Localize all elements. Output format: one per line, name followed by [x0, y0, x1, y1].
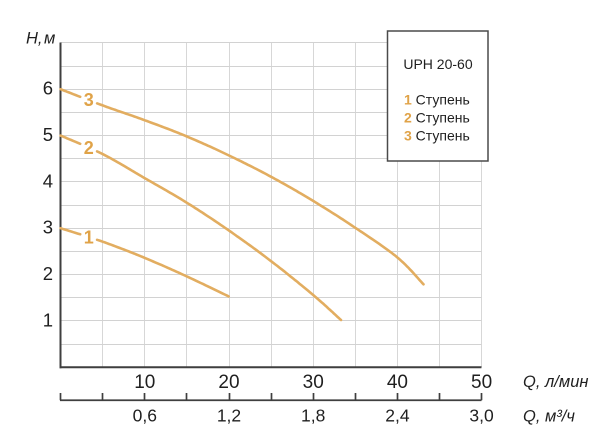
svg-text:1,2: 1,2 [217, 405, 241, 425]
svg-text:6: 6 [43, 78, 53, 99]
svg-text:20: 20 [218, 372, 239, 393]
svg-text:Q, м³/ч: Q, м³/ч [523, 407, 575, 425]
svg-text:3: 3 [43, 217, 53, 238]
svg-text:1 Ступень: 1 Ступень [404, 92, 470, 108]
svg-text:50: 50 [471, 372, 492, 393]
svg-text:3: 3 [84, 90, 94, 110]
svg-text:0,6: 0,6 [133, 405, 157, 425]
svg-text:3,0: 3,0 [469, 405, 494, 425]
svg-text:10: 10 [134, 372, 155, 393]
svg-text:Q, л/мин: Q, л/мин [523, 373, 588, 391]
svg-text:4: 4 [43, 170, 53, 191]
svg-text:1: 1 [43, 309, 53, 330]
svg-text:1,8: 1,8 [301, 405, 325, 425]
svg-text:40: 40 [387, 372, 408, 393]
svg-text:2 Ступень: 2 Ступень [404, 110, 470, 126]
svg-text:5: 5 [43, 124, 53, 145]
svg-text:2,4: 2,4 [385, 405, 410, 425]
svg-text:3 Ступень: 3 Ступень [404, 127, 470, 143]
svg-text:30: 30 [303, 372, 324, 393]
svg-text:UPH 20-60: UPH 20-60 [403, 56, 472, 72]
svg-text:1: 1 [84, 227, 94, 247]
svg-text:H,м: H,м [26, 29, 55, 47]
svg-text:2: 2 [43, 263, 53, 284]
svg-text:2: 2 [84, 138, 94, 158]
